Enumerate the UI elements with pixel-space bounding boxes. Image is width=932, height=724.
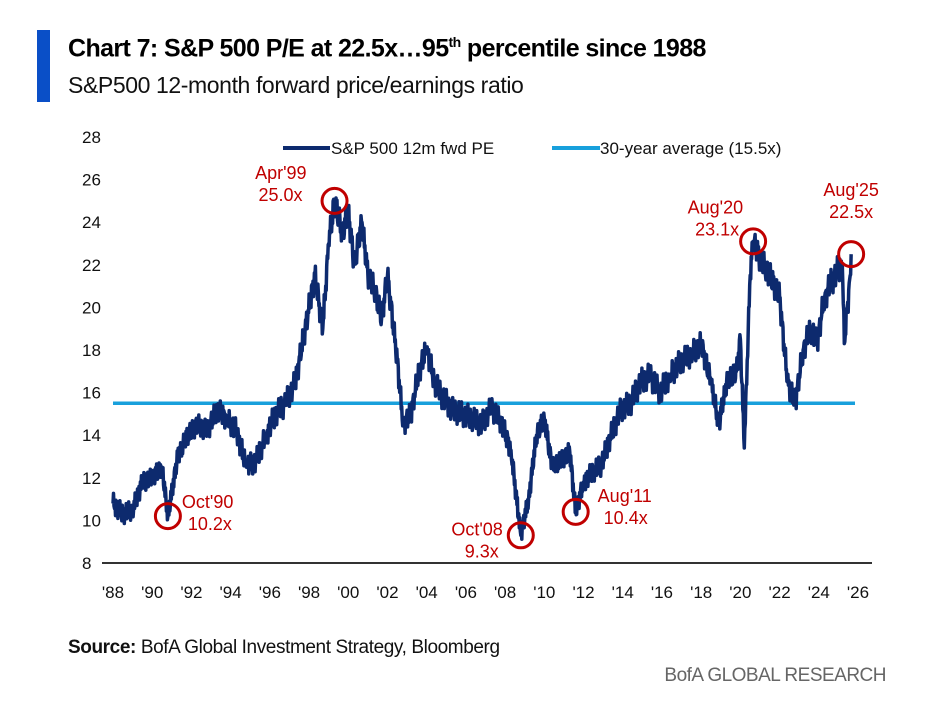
x-tick-label: '00 [337,583,359,602]
y-tick-label: 18 [82,341,101,360]
annotation-date: Oct'90 [182,492,233,512]
chart-subtitle: S&P500 12-month forward price/earnings r… [68,72,524,98]
annotation-value: 22.5x [829,202,873,222]
x-tick-label: '22 [769,583,791,602]
x-tick-label: '98 [298,583,320,602]
x-tick-label: '10 [533,583,555,602]
annotation-circle [837,240,866,269]
x-tick-label: '26 [847,583,869,602]
source-note: Source: BofA Global Investment Strategy,… [68,637,500,658]
x-tick-label: '02 [376,583,398,602]
brand-footer: BofA GLOBAL RESEARCH [664,665,886,686]
annotation-circle [506,521,535,550]
annotation-circle [561,497,590,526]
annotation-circle [153,502,182,531]
x-tick-label: '20 [729,583,751,602]
annotation-date: Aug'20 [688,197,744,217]
x-tick-label: '18 [690,583,712,602]
annotation-date: Oct'08 [451,519,502,539]
x-tick-label: '96 [259,583,281,602]
y-tick-label: 22 [82,256,101,275]
x-tick-label: '92 [180,583,202,602]
annotation-value: 23.1x [695,219,739,239]
x-tick-label: '94 [220,583,242,602]
annotation-date: Apr'99 [255,163,306,183]
legend-label-pe: S&P 500 12m fwd PE [331,139,494,158]
y-tick-label: 24 [82,213,101,232]
annotation-circle [320,186,349,215]
annotation-date: Aug'25 [823,180,879,200]
annotation-circle [739,227,768,256]
y-tick-label: 10 [82,511,101,530]
x-tick-label: '04 [416,583,438,602]
annotation-value: 9.3x [465,541,499,561]
chart-title: Chart 7: S&P 500 P/E at 22.5x…95th perce… [68,34,706,63]
annotation-value: 10.2x [188,514,232,534]
y-tick-label: 28 [82,128,101,147]
x-tick-label: '06 [455,583,477,602]
y-tick-label: 20 [82,298,101,317]
x-tick-label: '14 [612,583,634,602]
annotation-value: 25.0x [258,185,302,205]
accent-bar [37,30,50,102]
y-tick-label: 12 [82,469,101,488]
x-tick-label: '12 [572,583,594,602]
x-tick-label: '08 [494,583,516,602]
annotation-value: 10.4x [604,508,648,528]
y-tick-label: 16 [82,384,101,403]
legend-label-average: 30-year average (15.5x) [600,139,781,158]
x-tick-label: '16 [651,583,673,602]
annotation-date: Aug'11 [598,486,652,506]
y-tick-label: 14 [82,426,101,445]
x-tick-label: '90 [141,583,163,602]
x-tick-label: '24 [808,583,830,602]
y-tick-label: 8 [82,554,91,573]
x-tick-label: '88 [102,583,124,602]
y-tick-label: 26 [82,171,101,190]
pe-series-line [111,196,853,541]
